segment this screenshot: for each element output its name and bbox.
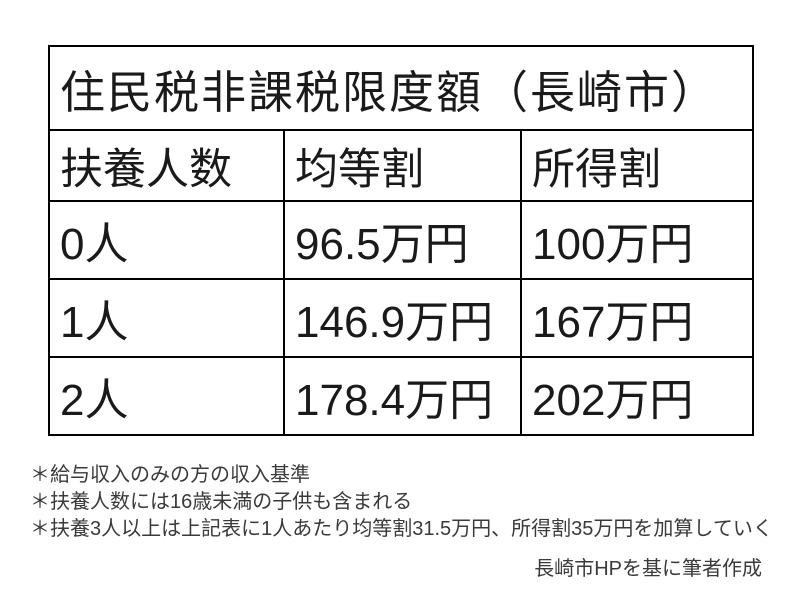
table-row: 0人 96.5万円 100万円 xyxy=(48,200,754,280)
cell-dependents: 0人 xyxy=(48,200,285,280)
column-header-dependents: 扶養人数 xyxy=(48,129,285,202)
cell-per-capita-levy: 96.5万円 xyxy=(283,200,522,280)
cell-income-levy: 167万円 xyxy=(520,278,754,358)
footnote-income-basis: ＊給与収入のみの方の収入基準 xyxy=(30,464,310,486)
cell-income-levy: 100万円 xyxy=(520,200,754,280)
footnote-under-16-included: ＊扶養人数には16歳未満の子供も含まれる xyxy=(30,491,413,513)
table-title-row: 住民税非課税限度額（長崎市） xyxy=(48,45,754,131)
cell-per-capita-levy: 178.4万円 xyxy=(283,356,522,436)
tax-exemption-table: 住民税非課税限度額（長崎市） 扶養人数 均等割 所得割 0人 96.5万円 10… xyxy=(48,45,754,436)
table-row: 1人 146.9万円 167万円 xyxy=(48,278,754,358)
source-credit: 長崎市HPを基に筆者作成 xyxy=(534,558,762,580)
table-header-row: 扶養人数 均等割 所得割 xyxy=(48,129,754,202)
column-header-income-levy: 所得割 xyxy=(520,129,754,202)
cell-dependents: 1人 xyxy=(48,278,285,358)
cell-dependents: 2人 xyxy=(48,356,285,436)
footnote-three-or-more-dependents: ＊扶養3人以上は上記表に1人あたり均等割31.5万円、所得割35万円を加算してい… xyxy=(30,518,773,540)
column-header-per-capita-levy: 均等割 xyxy=(283,129,522,202)
table-row: 2人 178.4万円 202万円 xyxy=(48,356,754,436)
cell-income-levy: 202万円 xyxy=(520,356,754,436)
table-title: 住民税非課税限度額（長崎市） xyxy=(48,45,754,131)
footnotes: ＊給与収入のみの方の収入基準 ＊扶養人数には16歳未満の子供も含まれる ＊扶養3… xyxy=(30,462,790,543)
cell-per-capita-levy: 146.9万円 xyxy=(283,278,522,358)
